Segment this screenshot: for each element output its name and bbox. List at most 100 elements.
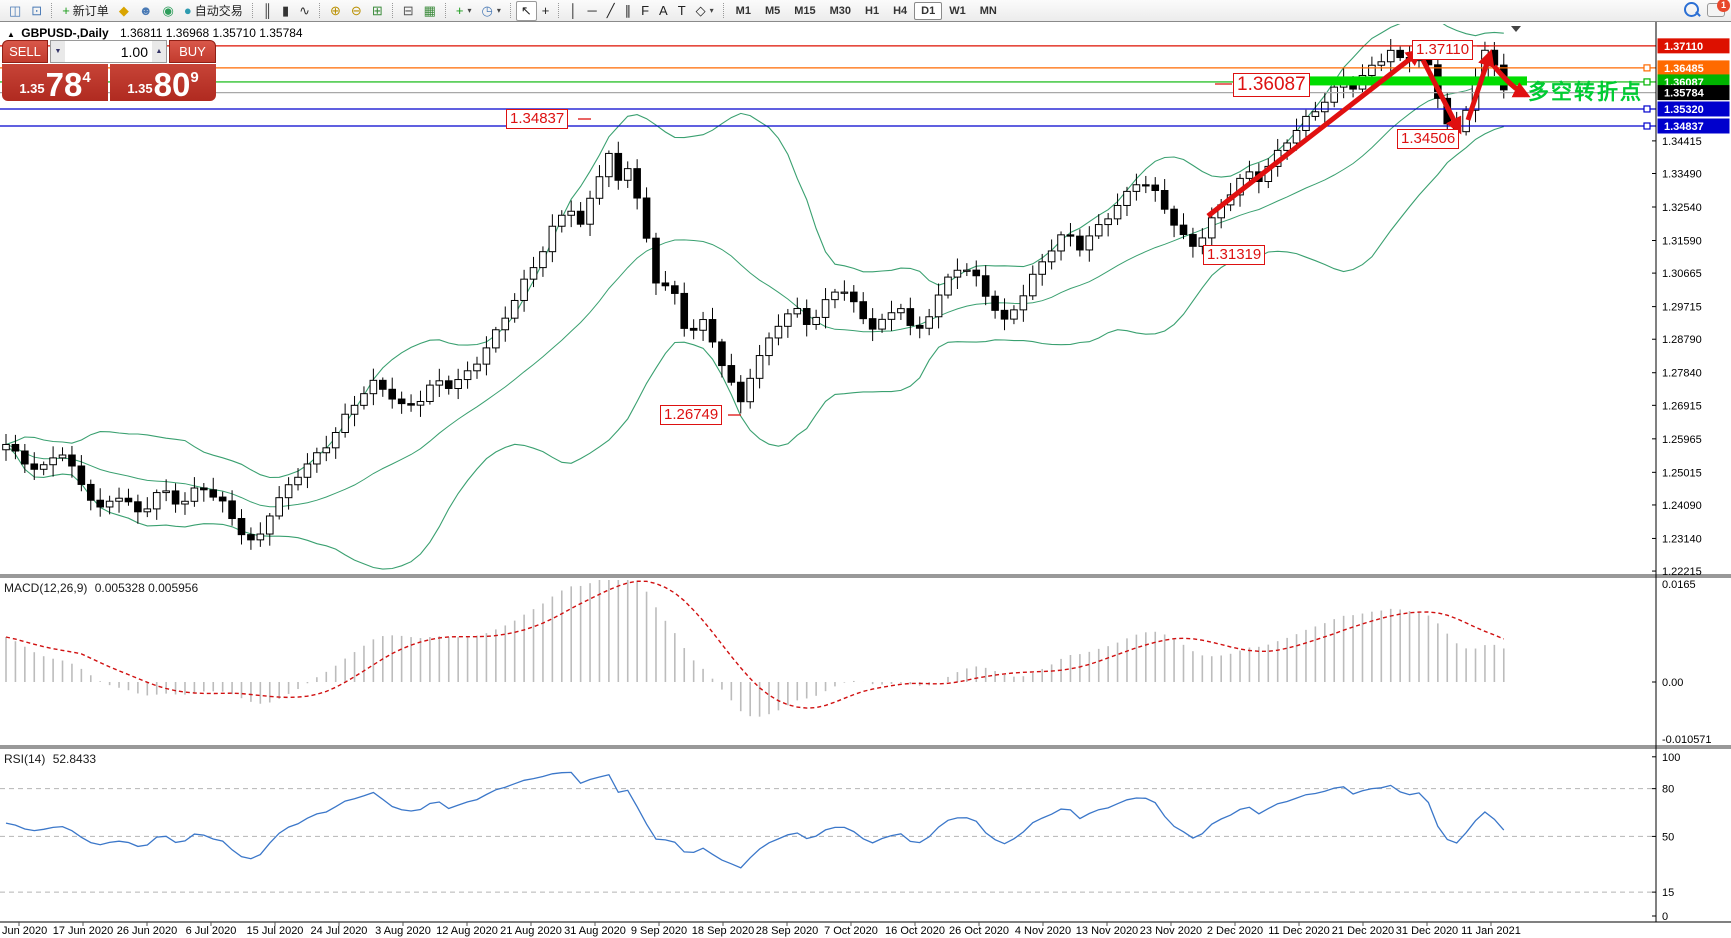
- support-zone-band[interactable]: [1248, 76, 1527, 86]
- axis-price-label: [1657, 85, 1730, 101]
- sell-button[interactable]: SELL: [2, 40, 48, 63]
- candle: [1170, 208, 1178, 226]
- candle: [1000, 309, 1009, 320]
- price-axis-tick: 1.25015: [1662, 467, 1702, 479]
- toolbar-separator: [391, 3, 394, 18]
- price-annotation-label[interactable]: 1.34837: [506, 109, 569, 129]
- line-handle[interactable]: [1643, 78, 1651, 86]
- candle: [1123, 190, 1131, 206]
- timeframe-mn[interactable]: MN: [979, 4, 997, 17]
- timeframe-m15[interactable]: M15: [794, 4, 816, 17]
- candle: [1386, 49, 1395, 63]
- candle: [1207, 217, 1216, 239]
- tile-windows-icon[interactable]: ⊞: [367, 1, 388, 21]
- price-annotation-label[interactable]: 1.26749: [660, 405, 723, 425]
- price-annotation-label[interactable]: 1.34506: [1397, 129, 1460, 149]
- autotrade-button-label: 自动交易: [194, 4, 243, 18]
- candlestick-chart-icon[interactable]: ▮: [277, 1, 294, 21]
- new-chart-icon[interactable]: ◫: [4, 1, 26, 21]
- candle: [963, 269, 971, 272]
- add-indicator-icon[interactable]: + ▾: [451, 1, 477, 21]
- indicator-list-icon: ▦: [423, 3, 436, 18]
- candle: [501, 317, 510, 331]
- candle: [49, 457, 57, 466]
- candle: [1057, 234, 1065, 252]
- text-icon[interactable]: A: [654, 1, 673, 21]
- trend-arrow[interactable]: [1420, 58, 1462, 135]
- timeframe-h1[interactable]: H1: [865, 4, 880, 17]
- timeframe-m5[interactable]: M5: [764, 4, 781, 17]
- sell-price[interactable]: 1.35 78 4: [2, 64, 108, 101]
- channel-icon[interactable]: ∥: [620, 1, 637, 21]
- notifications-icon[interactable]: 1: [1707, 0, 1730, 17]
- candlestick-chart-icon: ▮: [281, 3, 290, 18]
- line-handle[interactable]: [1643, 64, 1651, 72]
- cursor-icon[interactable]: ↖: [515, 0, 537, 21]
- price-annotation-label[interactable]: 1.37110: [1412, 40, 1474, 60]
- axis-price-label-text: 1.34837: [1664, 121, 1704, 133]
- volume-input[interactable]: [65, 41, 152, 62]
- dropdown-arrow-icon: ▾: [467, 6, 472, 15]
- zoom-out-icon[interactable]: ⊖: [346, 1, 367, 21]
- candle: [237, 518, 246, 536]
- date-axis-label: 4 Nov 2020: [1015, 925, 1071, 937]
- vertical-line-icon[interactable]: │: [564, 1, 582, 21]
- candle: [708, 319, 717, 343]
- trend-arrow[interactable]: [1492, 64, 1531, 98]
- trendline-icon[interactable]: ╱: [602, 1, 620, 21]
- candle: [539, 251, 547, 269]
- date-axis-label: 2 Dec 2020: [1207, 925, 1263, 937]
- candle: [746, 377, 754, 403]
- market-watch-icon[interactable]: ⊡: [26, 1, 47, 21]
- shapes-icon[interactable]: ◇ ▾: [691, 1, 719, 21]
- volume-decrease-button[interactable]: ▼: [51, 41, 65, 62]
- trend-arrow[interactable]: [1206, 48, 1424, 218]
- horizontal-line-icon[interactable]: ─: [583, 1, 602, 21]
- line-handle[interactable]: [1643, 122, 1651, 130]
- indicator-list-icon[interactable]: ▦: [419, 1, 441, 21]
- fibonacci-icon[interactable]: F: [636, 1, 654, 21]
- signals-icon[interactable]: ◉: [158, 1, 179, 21]
- search-icon[interactable]: [1684, 2, 1699, 17]
- label-icon[interactable]: T: [673, 1, 691, 21]
- candle: [482, 347, 491, 365]
- candle: [284, 484, 293, 499]
- periods-icon[interactable]: ◷ ▾: [477, 1, 506, 21]
- candle: [699, 319, 707, 331]
- notification-badge: 1: [1717, 0, 1730, 12]
- trend-arrow[interactable]: [1465, 49, 1495, 121]
- volume-increase-button[interactable]: ▲: [152, 41, 166, 62]
- price-annotation-label[interactable]: 1.31319: [1203, 245, 1266, 265]
- timeframe-h4[interactable]: H4: [893, 4, 908, 17]
- channel-icon: ∥: [624, 3, 632, 18]
- candle: [595, 176, 604, 199]
- date-axis-label: 13 Nov 2020: [1076, 925, 1138, 937]
- bull-bear-turning-point-note[interactable]: 多空转折点: [1528, 81, 1643, 104]
- candle: [784, 313, 792, 327]
- zoom-in-icon[interactable]: ⊕: [325, 1, 346, 21]
- auto-arrange-icon[interactable]: ⊟: [398, 1, 419, 21]
- accounts-icon[interactable]: ☻: [134, 1, 158, 21]
- crosshair-icon[interactable]: +: [537, 1, 555, 21]
- buy-price[interactable]: 1.35 80 9: [110, 64, 216, 101]
- candle: [736, 381, 745, 403]
- autotrade-button[interactable]: ● 自动交易: [179, 1, 248, 21]
- bar-chart-icon[interactable]: ║: [258, 1, 277, 21]
- candle: [840, 291, 849, 294]
- timeframe-d1[interactable]: D1: [914, 1, 943, 20]
- collapse-arrow-icon[interactable]: ▲: [7, 30, 15, 39]
- new-order-button[interactable]: + 新订单: [57, 1, 114, 21]
- line-chart-icon[interactable]: ∿: [294, 1, 315, 21]
- candle: [689, 327, 698, 331]
- price-annotation-label[interactable]: 1.36087: [1233, 73, 1310, 97]
- timeframe-w1[interactable]: W1: [949, 4, 966, 17]
- line-handle[interactable]: [1643, 105, 1651, 113]
- candle: [265, 515, 274, 535]
- candle: [1198, 237, 1207, 247]
- timeframe-m30[interactable]: M30: [829, 4, 852, 17]
- candle: [1019, 295, 1028, 311]
- history-center-icon[interactable]: ◆: [114, 1, 134, 21]
- buy-button[interactable]: BUY: [169, 40, 216, 63]
- candle: [1142, 184, 1150, 187]
- timeframe-m1[interactable]: M1: [735, 4, 751, 17]
